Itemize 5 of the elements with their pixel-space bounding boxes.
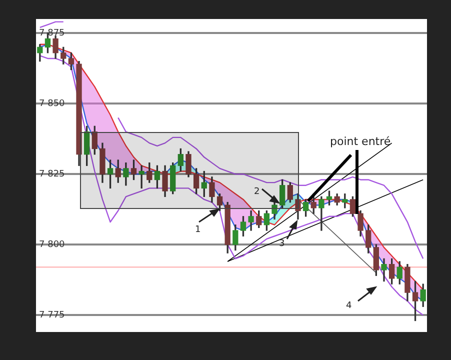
annotation: 2 bbox=[254, 187, 260, 197]
annotation: 1 bbox=[195, 225, 201, 235]
annotation: 3 bbox=[279, 239, 285, 249]
annotation: 4 bbox=[346, 301, 352, 311]
annotation: point entré bbox=[330, 135, 391, 148]
